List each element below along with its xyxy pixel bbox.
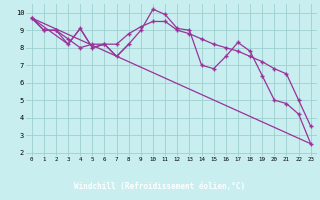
Text: Windchill (Refroidissement éolien,°C): Windchill (Refroidissement éolien,°C) xyxy=(75,182,245,192)
